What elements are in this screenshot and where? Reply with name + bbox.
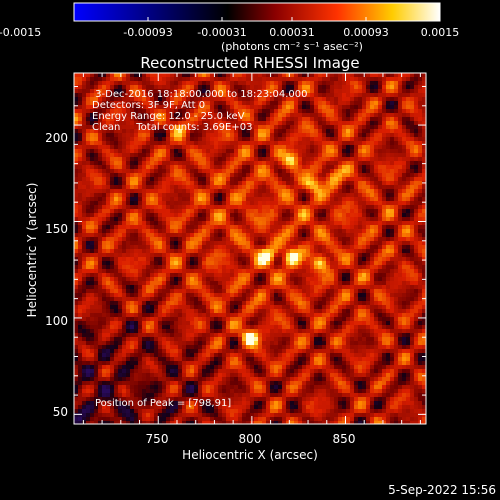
heatmap-image	[74, 73, 426, 424]
annotation-line: Clean Total counts: 3.69E+03	[92, 122, 252, 133]
y-tick-label: 50	[53, 405, 68, 419]
plot-frame	[73, 72, 427, 425]
annotation-line: Energy Range: 12.0 - 25.0 keV	[92, 111, 245, 122]
y-tick-label: 150	[45, 222, 68, 236]
colorbar-tick-label: -0.0015	[0, 26, 41, 39]
annotation-block: 3-Dec-2016 18:18:00.000 to 18:23:04.000 …	[92, 89, 308, 133]
y-axis-label: Heliocentric Y (arcsec)	[25, 183, 39, 318]
axis-ticks	[74, 73, 426, 424]
x-tick-label: 750	[146, 432, 169, 446]
colorbar-unit-label: (photons cm⁻² s⁻¹ asec⁻²)	[221, 40, 363, 53]
colorbar-gradient	[73, 2, 441, 22]
y-tick-label: 100	[45, 314, 68, 328]
colorbar: -0.0015 -0.00093 -0.00031 0.00031 0.0009…	[0, 2, 460, 53]
colorbar-tick-label: 0.00031	[269, 26, 315, 39]
footer-timestamp: 5-Sep-2022 15:56	[388, 483, 496, 497]
peak-position-label: Position of Peak = [798,91]	[95, 398, 231, 409]
colorbar-ticks	[73, 17, 441, 21]
x-tick-label: 800	[239, 432, 262, 446]
x-axis-label: Heliocentric X (arcsec)	[182, 448, 318, 462]
annotation-line: Detectors: 3F 9F, Att 0	[92, 100, 205, 111]
colorbar-tick-label: -0.00093	[123, 26, 172, 39]
colorbar-tick-label: -0.00031	[197, 26, 246, 39]
y-tick-label: 200	[45, 131, 68, 145]
chart-title: Reconstructed RHESSI Image	[140, 54, 359, 72]
x-tick-label: 850	[333, 432, 356, 446]
annotation-line: 3-Dec-2016 18:18:00.000 to 18:23:04.000	[92, 89, 308, 100]
colorbar-tick-label: 0.0015	[421, 26, 460, 39]
colorbar-tick-label: 0.00093	[343, 26, 389, 39]
